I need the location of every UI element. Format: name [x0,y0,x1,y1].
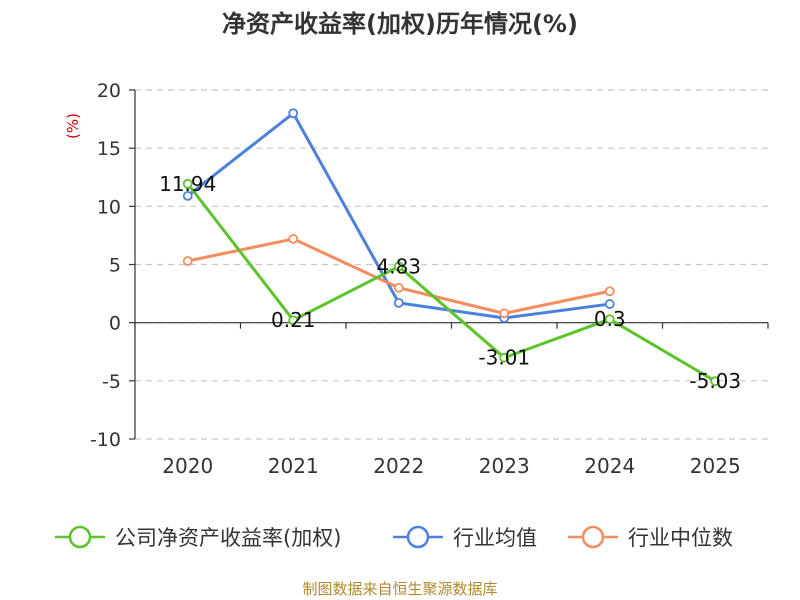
y-tick-label: 5 [109,255,121,277]
source-note: 制图数据来自恒生聚源数据库 [302,580,498,598]
x-tick-label: 2024 [584,454,635,478]
x-tick-label: 2023 [479,454,530,478]
data-point [393,261,404,272]
data-point [182,256,193,266]
data-label: 0.21 [271,308,316,332]
data-point [182,178,193,189]
data-point [499,352,510,363]
data-point [499,308,510,319]
data-point [288,234,299,244]
data-point [393,282,404,293]
data-point [604,286,615,297]
data-point [604,314,615,325]
y-tick-label: 15 [97,138,121,160]
x-tick-label: 2022 [373,454,424,478]
legend-label: 行业中位数 [628,526,733,550]
y-tick-label: 0 [109,313,121,335]
y-tick-label: -5 [102,371,121,393]
y-tick-label: 10 [97,196,121,218]
y-tick-label: 20 [97,80,121,102]
y-axis-label: (%) [64,113,82,139]
x-tick-label: 2020 [162,454,213,478]
x-tick-label: 2025 [690,454,741,478]
x-tick-label: 2021 [268,454,319,478]
series-line [186,182,717,383]
data-label: -5.03 [689,369,741,393]
data-label: 11.94 [159,172,216,196]
data-label: 0.3 [594,307,626,331]
y-tick-label: -10 [90,429,121,451]
data-point [710,376,721,387]
data-point [288,108,299,119]
data-point [604,299,615,309]
legend-marker [581,525,605,549]
data-label: -3.01 [478,346,530,370]
data-point [393,297,404,308]
legend-label: 行业均值 [453,526,537,550]
data-point [288,315,299,326]
data-point [182,190,193,201]
legend-label: 公司净资产收益率(加权) [115,526,341,550]
chart-title: 净资产收益率(加权)历年情况(%) [222,10,578,38]
legend-marker [68,525,92,549]
data-label: 4.83 [376,254,421,278]
legend-marker [406,525,430,549]
